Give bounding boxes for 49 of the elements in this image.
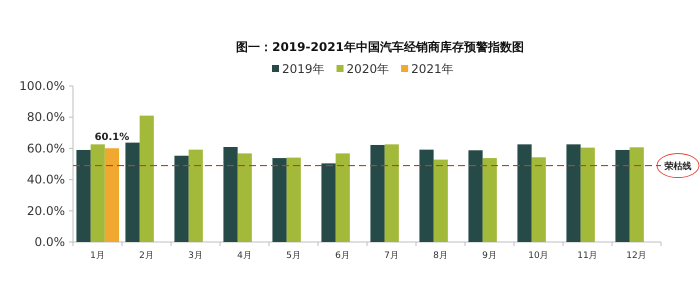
bar xyxy=(238,153,252,242)
x-tick-label: 2月 xyxy=(139,251,154,261)
bar xyxy=(76,150,91,242)
bar xyxy=(272,158,287,242)
x-tick-label: 6月 xyxy=(335,251,350,261)
y-tick-label: 60.0% xyxy=(26,141,65,156)
bar xyxy=(419,150,434,242)
bar xyxy=(223,146,238,242)
bar xyxy=(174,156,189,242)
bar xyxy=(188,150,203,242)
x-tick-label: 7月 xyxy=(384,251,399,261)
legend-label: 2019年 xyxy=(282,62,325,76)
bar xyxy=(630,147,644,242)
bar xyxy=(482,158,497,242)
x-tick-label: 11月 xyxy=(577,251,598,261)
x-tick-label: 12月 xyxy=(626,251,647,261)
bar xyxy=(532,157,546,242)
chart-title: 图一：2019-2021年中国汽车经销商库存预警指数图 xyxy=(236,40,524,54)
bar xyxy=(615,150,630,242)
bar xyxy=(468,150,483,242)
x-tick-label: 8月 xyxy=(433,251,448,261)
x-tick-label: 1月 xyxy=(90,251,105,261)
y-tick-label: 0.0% xyxy=(34,235,65,249)
bar xyxy=(566,144,581,242)
bar xyxy=(286,158,301,242)
bar xyxy=(434,160,448,242)
bar xyxy=(90,144,105,242)
y-tick-label: 100.0% xyxy=(19,79,65,93)
x-tick-label: 4月 xyxy=(237,251,252,261)
bar xyxy=(321,163,336,242)
bar xyxy=(140,116,154,242)
y-tick-label: 20.0% xyxy=(26,204,65,218)
y-tick-label: 80.0% xyxy=(26,110,65,124)
bar xyxy=(104,148,120,242)
data-label: 60.1% xyxy=(94,132,130,144)
x-tick-label: 10月 xyxy=(528,251,549,261)
x-tick-label: 3月 xyxy=(188,251,203,261)
y-tick-label: 40.0% xyxy=(26,172,65,187)
bar xyxy=(517,144,532,242)
bar xyxy=(384,144,399,242)
x-tick-label: 9月 xyxy=(482,251,497,261)
bar xyxy=(580,148,595,242)
bar xyxy=(370,144,385,242)
bar xyxy=(125,142,140,242)
legend-label: 2020年 xyxy=(346,62,390,76)
legend-label: 2021年 xyxy=(411,62,454,76)
bar xyxy=(336,153,350,242)
ref-line-label: 荣枯线 xyxy=(664,161,692,172)
x-tick-label: 5月 xyxy=(286,251,301,261)
